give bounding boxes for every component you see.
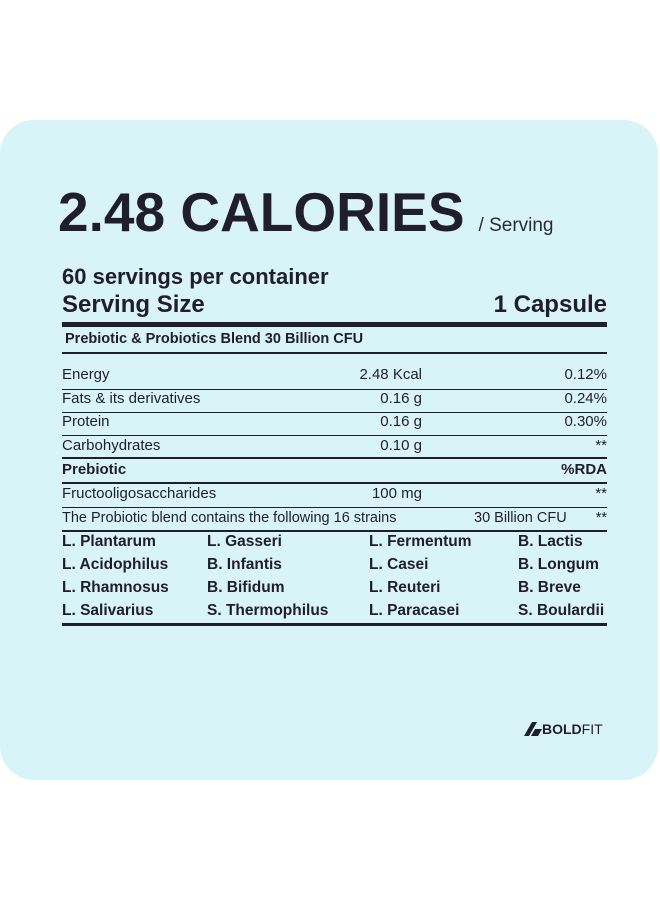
strain-row: L. Acidophilus B. Infantis L. Casei B. L… bbox=[62, 554, 607, 577]
row-divider bbox=[62, 389, 607, 390]
nutrient-amount: 2.48 Kcal bbox=[359, 366, 422, 383]
nutrient-row: Fats & its derivatives 0.16 g 0.24% bbox=[62, 388, 607, 412]
divider bbox=[62, 530, 607, 532]
nutrition-card bbox=[0, 120, 658, 780]
divider-bottom bbox=[62, 623, 607, 626]
prebiotic-header-row: Prebiotic %RDA bbox=[62, 459, 607, 483]
nutrient-name: Carbohydrates bbox=[62, 437, 161, 454]
strain-name: L. Reuteri bbox=[369, 579, 441, 596]
nutrient-name: Energy bbox=[62, 366, 110, 383]
brand-light: FIT bbox=[581, 721, 603, 737]
strain-name: B. Breve bbox=[518, 579, 581, 596]
strain-row: L. Rhamnosus B. Bifidum L. Reuteri B. Br… bbox=[62, 577, 607, 600]
nutrient-name: Fats & its derivatives bbox=[62, 390, 201, 407]
strain-name: L. Plantarum bbox=[62, 533, 156, 550]
serving-size-row: Serving Size 1 Capsule bbox=[62, 291, 607, 319]
nutrient-amount: 0.16 g bbox=[380, 390, 422, 407]
strain-name: B. Bifidum bbox=[207, 579, 285, 596]
brand-bold: BOLD bbox=[542, 721, 582, 737]
calories-value: 2.48 CALORIES bbox=[58, 181, 465, 243]
divider bbox=[62, 352, 607, 354]
serving-size-label: Serving Size bbox=[62, 291, 205, 318]
strain-name: L. Salivarius bbox=[62, 602, 154, 619]
nutrient-rda: 0.30% bbox=[564, 413, 607, 430]
prebiotic-header: Prebiotic bbox=[62, 461, 127, 478]
strain-name: L. Casei bbox=[369, 556, 429, 573]
strain-row: L. Plantarum L. Gasseri L. Fermentum B. … bbox=[62, 531, 607, 554]
strain-note-rda: ** bbox=[595, 510, 607, 526]
nutrient-rda: ** bbox=[595, 437, 607, 454]
row-divider bbox=[62, 507, 607, 508]
prebiotic-amount: 100 mg bbox=[371, 485, 422, 502]
strain-name: B. Lactis bbox=[518, 533, 583, 550]
strain-name: L. Fermentum bbox=[369, 533, 472, 550]
prebiotic-row: Fructooligosaccharides 100 mg ** bbox=[62, 483, 607, 507]
strain-name: L. Acidophilus bbox=[62, 556, 169, 573]
strain-row: L. Salivarius S. Thermophilus L. Paracas… bbox=[62, 600, 607, 623]
nutrient-amount: 0.16 g bbox=[380, 413, 422, 430]
nutrient-row: Energy 2.48 Kcal 0.12% bbox=[62, 364, 607, 388]
rda-header: %RDA bbox=[561, 461, 607, 478]
divider bbox=[62, 457, 607, 459]
serving-size-value: 1 Capsule bbox=[493, 291, 607, 318]
boldfit-mark-icon bbox=[524, 722, 542, 736]
nutrient-row: Protein 0.16 g 0.30% bbox=[62, 411, 607, 435]
strain-name: B. Longum bbox=[518, 556, 599, 573]
row-divider bbox=[62, 412, 607, 413]
strain-name: S. Boulardii bbox=[518, 602, 605, 619]
nutrient-row: Carbohydrates 0.10 g ** bbox=[62, 435, 607, 459]
nutrient-amount: 0.10 g bbox=[380, 437, 422, 454]
nutrient-rda: 0.12% bbox=[564, 366, 607, 383]
boldfit-logo: BOLD FIT bbox=[524, 718, 603, 740]
calories-heading: 2.48 CALORIES / Serving bbox=[58, 185, 554, 240]
row-divider bbox=[62, 435, 607, 436]
strain-name: S. Thermophilus bbox=[207, 602, 329, 619]
divider bbox=[62, 482, 607, 484]
blend-title: Prebiotic & Probiotics Blend 30 Billion … bbox=[65, 331, 364, 347]
strain-name: L. Gasseri bbox=[207, 533, 282, 550]
prebiotic-name: Fructooligosaccharides bbox=[62, 485, 217, 502]
strain-note-cfu: 30 Billion CFU bbox=[474, 510, 567, 526]
strain-note-text: The Probiotic blend contains the followi… bbox=[62, 510, 397, 526]
nutrient-rda: 0.24% bbox=[564, 390, 607, 407]
strain-name: L. Rhamnosus bbox=[62, 579, 169, 596]
nutrient-name: Protein bbox=[62, 413, 110, 430]
strain-grid: L. Plantarum L. Gasseri L. Fermentum B. … bbox=[62, 531, 607, 623]
prebiotic-rda: ** bbox=[595, 485, 607, 502]
calories-unit: / Serving bbox=[478, 215, 554, 236]
servings-per-container: 60 servings per container bbox=[62, 264, 329, 289]
divider-thick bbox=[62, 322, 607, 327]
strain-name: L. Paracasei bbox=[369, 602, 460, 619]
strain-note-row: The Probiotic blend contains the followi… bbox=[62, 510, 607, 526]
strain-name: B. Infantis bbox=[207, 556, 282, 573]
